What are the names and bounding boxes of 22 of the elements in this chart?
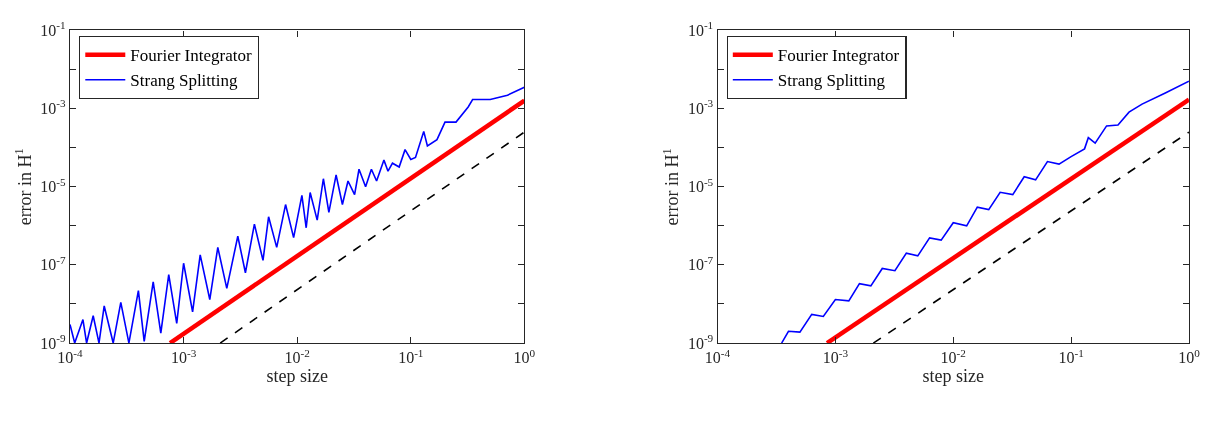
x-tick-label: 10$^{0}$ — [513, 346, 536, 367]
legend-label: Strang Splitting — [130, 71, 238, 91]
x-axis-title: step size — [922, 366, 984, 387]
x-tick-label: 10$^{-3}$ — [822, 346, 849, 367]
x-tick-label: 10$^{0}$ — [1178, 346, 1201, 367]
x-tick-label: 10$^{-1}$ — [398, 346, 424, 367]
x-tick-label: 10$^{-2}$ — [284, 346, 310, 367]
y-tick-label: 10$^{-7}$ — [687, 253, 714, 274]
y-tick-label: 10$^{-3}$ — [687, 97, 714, 118]
y-tick-label: 10$^{-5}$ — [40, 175, 67, 196]
legend-label: Fourier Integrator — [130, 46, 252, 66]
legend-label: Fourier Integrator — [777, 46, 900, 66]
x-tick-label: 10$^{-2}$ — [940, 346, 966, 367]
y-tick-label: 10$^{-3}$ — [40, 97, 67, 118]
y-tick-label: 10$^{-1}$ — [687, 19, 714, 39]
y-tick-label: 10$^{-1}$ — [40, 19, 66, 39]
y-tick-label: 10$^{-5}$ — [687, 175, 714, 196]
legend-label: Strang Splitting — [777, 71, 886, 91]
x-axis-title: step size — [266, 366, 328, 387]
x-tick-label: 10$^{-3}$ — [170, 346, 197, 367]
x-tick-label: 10$^{-1}$ — [1058, 346, 1084, 367]
y-tick-label: 10$^{-7}$ — [40, 253, 67, 274]
